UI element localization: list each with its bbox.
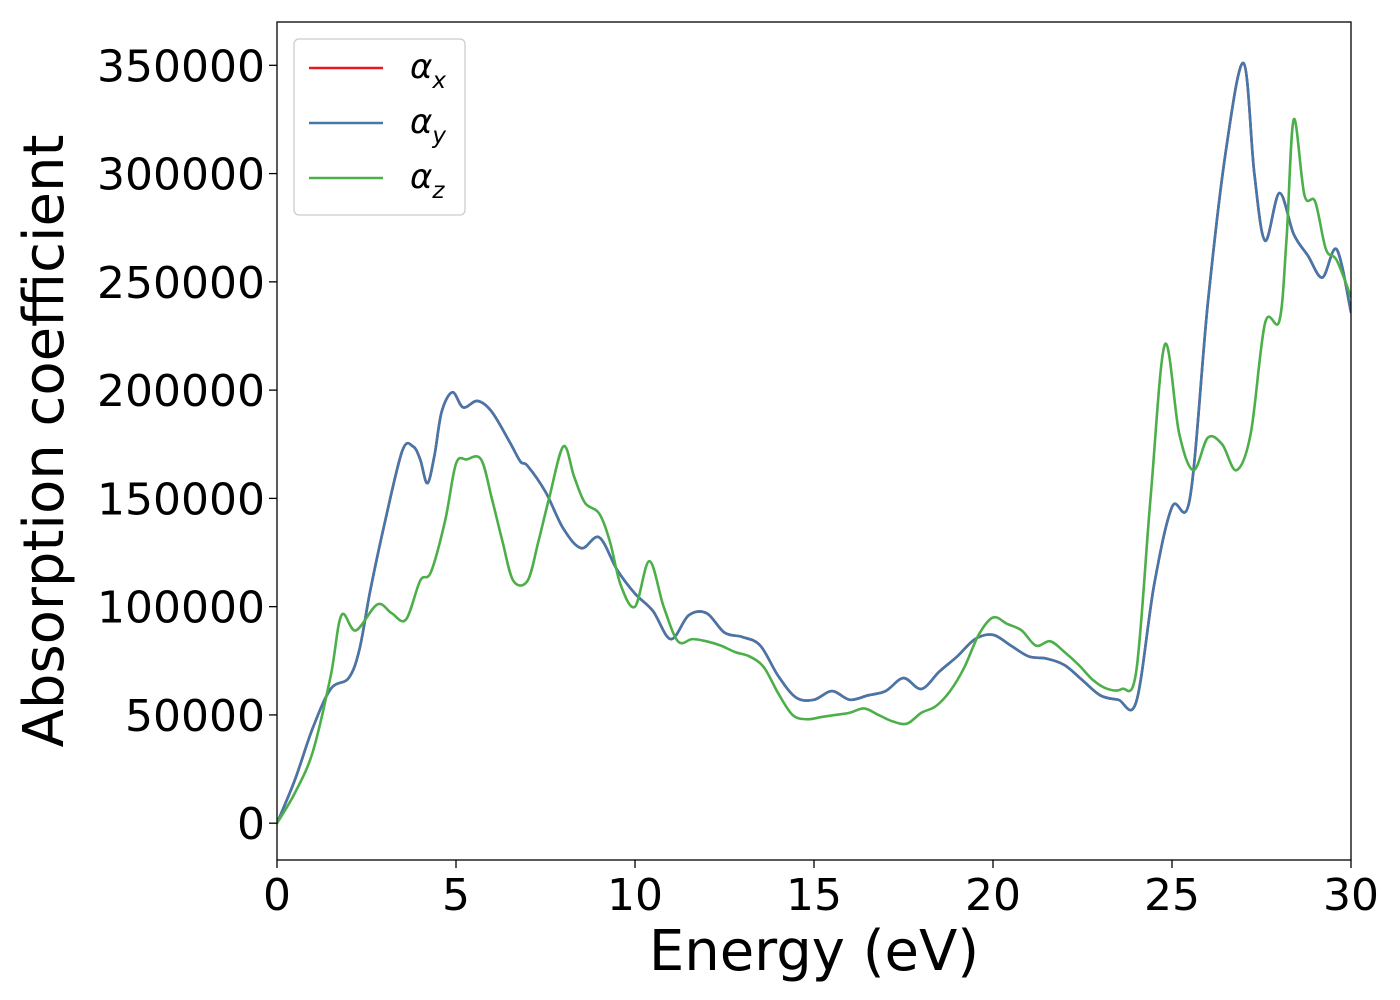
legend-items: αx αy αz	[309, 47, 446, 204]
x-tick-label: 15	[786, 870, 842, 921]
y-tick-label: 50000	[125, 691, 265, 742]
x-axis-ticks: 0 5 10 15 20 25 30	[263, 860, 1379, 921]
series-layer	[277, 61, 1351, 825]
legend-label-y: αy	[410, 102, 446, 149]
x-tick-label: 0	[263, 870, 291, 921]
x-tick-label: 10	[607, 870, 663, 921]
x-axis-label: Energy (eV)	[649, 919, 979, 984]
y-tick-label: 150000	[97, 474, 265, 525]
series-line-z	[277, 118, 1351, 825]
series-line-y	[277, 61, 1351, 825]
legend-label-z: αz	[410, 157, 445, 204]
x-tick-label: 20	[965, 870, 1021, 921]
y-tick-label: 300000	[97, 150, 265, 201]
legend: αx αy αz	[293, 38, 466, 216]
y-tick-label: 0	[237, 799, 265, 850]
y-axis-label: Absorption coefficient	[12, 135, 77, 748]
legend-label-x: αx	[410, 47, 446, 94]
y-tick-label: 200000	[97, 366, 265, 417]
x-tick-label: 25	[1144, 870, 1200, 921]
x-tick-label: 30	[1323, 870, 1379, 921]
legend-box	[293, 38, 466, 216]
y-axis-ticks: 0 50000 100000 150000 200000 250000 300000 3500…	[97, 41, 277, 850]
x-tick-label: 5	[442, 870, 470, 921]
y-tick-label: 100000	[97, 583, 265, 634]
plot-frame	[276, 21, 1352, 861]
y-tick-label: 250000	[97, 258, 265, 309]
y-tick-label: 350000	[97, 41, 265, 92]
